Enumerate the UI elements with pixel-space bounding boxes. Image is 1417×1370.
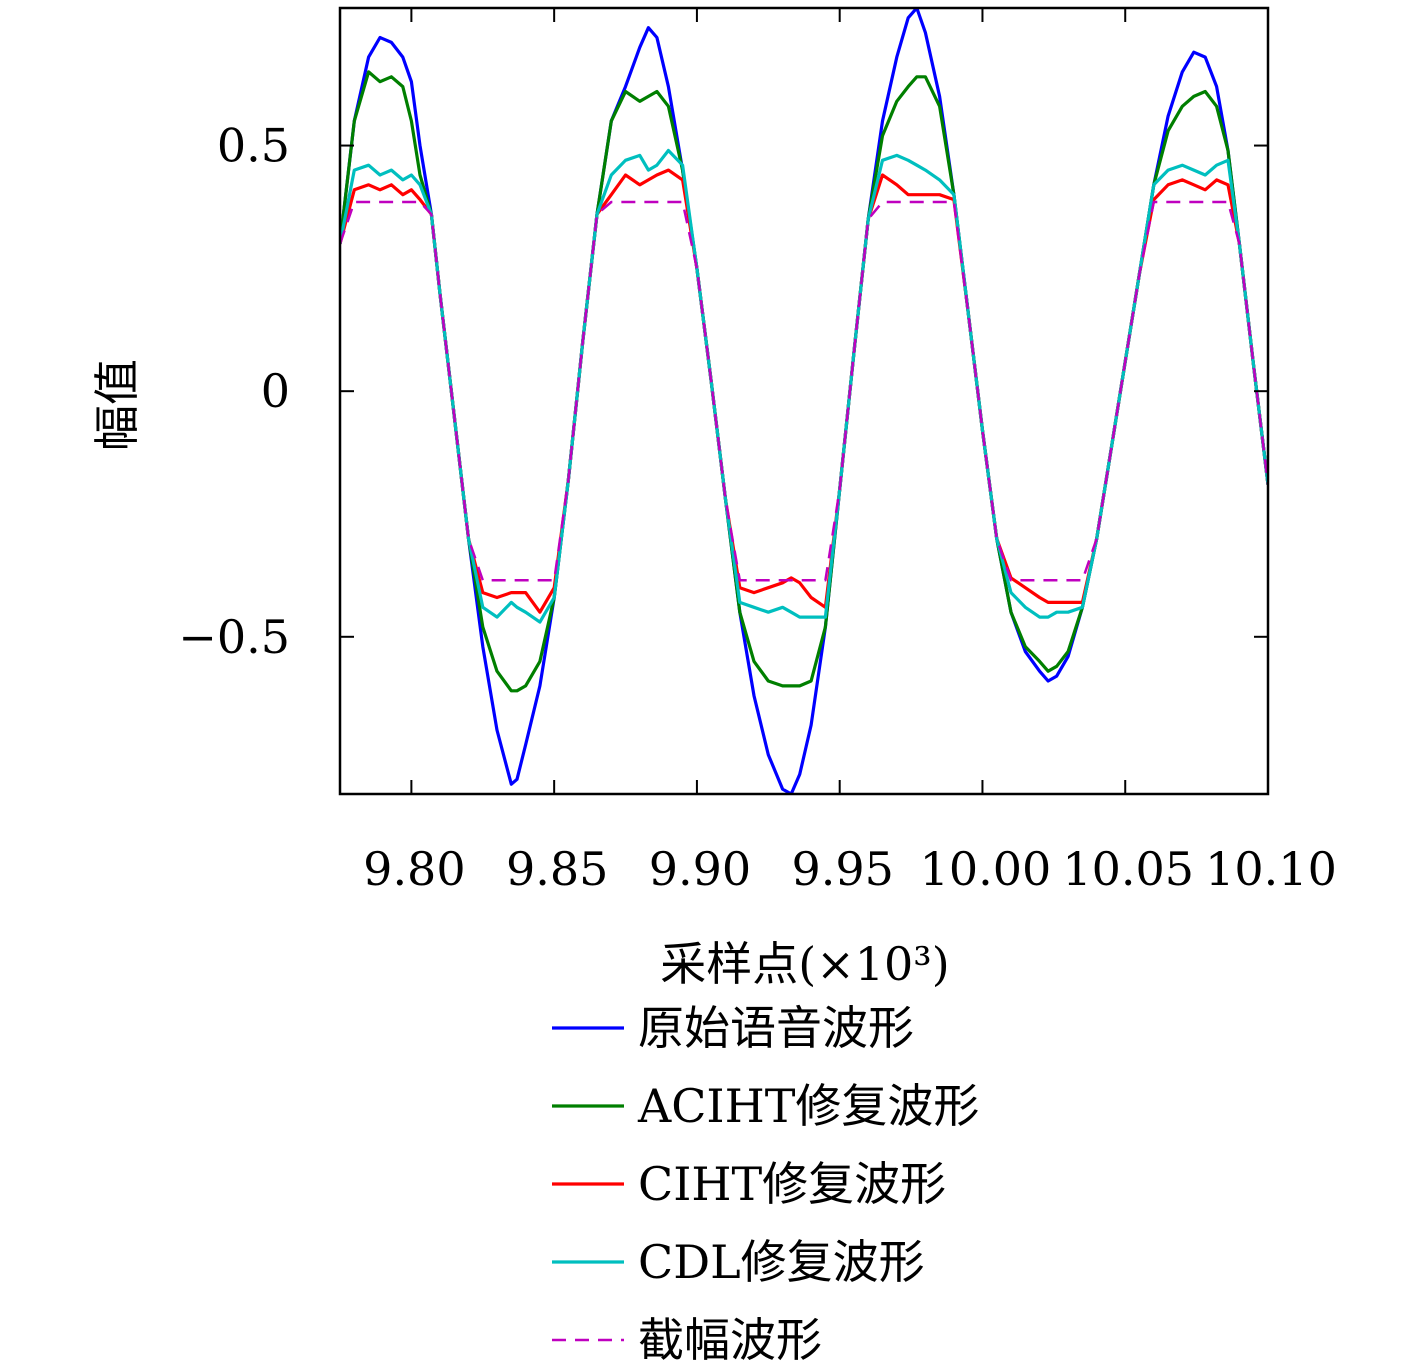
series-line-3: [340, 148, 1268, 624]
x-axis-title: 采样点(×10³): [660, 937, 949, 991]
plot-frame: [338, 6, 1270, 796]
y-tick-label: 0.5: [217, 119, 290, 173]
x-tick-label: 9.90: [649, 842, 751, 896]
x-tick-label: 9.85: [506, 842, 608, 896]
legend-label-3: CDL修复波形: [638, 1235, 925, 1289]
legend-label-0: 原始语音波形: [638, 1001, 914, 1055]
x-tick-label: 9.95: [791, 842, 893, 896]
plot-area: [340, 8, 1268, 794]
legend-label-4: 截幅波形: [638, 1313, 822, 1367]
x-tick-label: 9.80: [363, 842, 465, 896]
y-tick-label: −0.5: [178, 610, 290, 664]
x-tick-label: 10.05: [1062, 842, 1194, 896]
x-tick-label: 10.10: [1205, 842, 1337, 896]
legend-label-2: CIHT修复波形: [638, 1157, 946, 1211]
legend-label-1: ACIHT修复波形: [637, 1079, 979, 1133]
x-axis-ticks: 9.80 9.85 9.90 9.95 10.00 10.05 10.10: [363, 8, 1337, 896]
y-axis-title: 幅值: [90, 359, 144, 451]
x-tick-label: 10.00: [920, 842, 1052, 896]
y-tick-label: 0: [261, 364, 290, 418]
y-axis-ticks: −0.5 0 0.5: [178, 119, 1268, 664]
